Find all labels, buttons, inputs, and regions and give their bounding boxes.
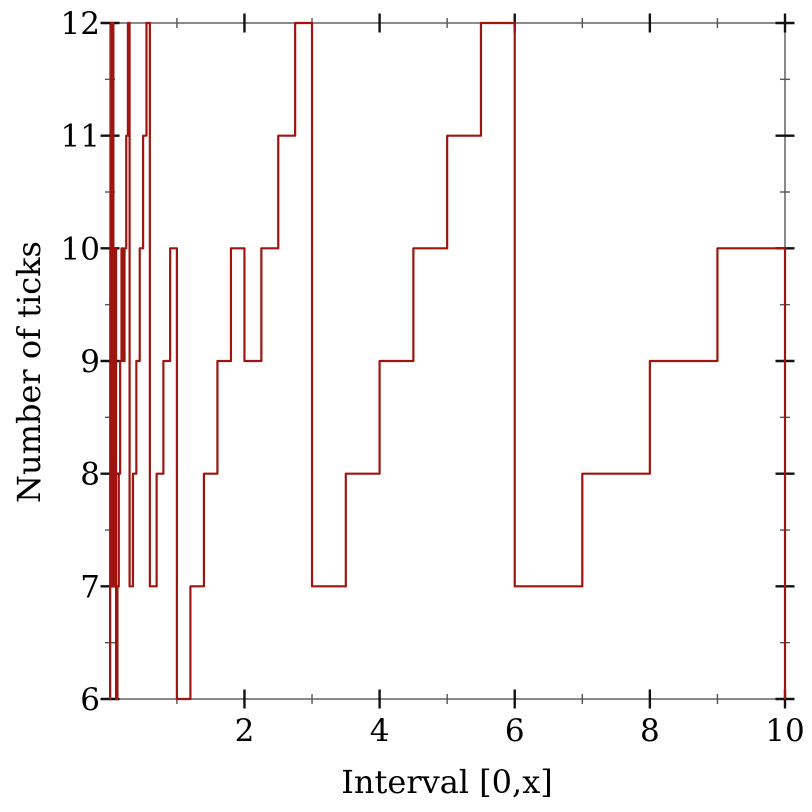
x-tick-label: 4	[370, 713, 390, 749]
x-axis-label: Interval [0,x]	[341, 763, 552, 801]
y-tick-label: 6	[80, 682, 100, 718]
x-tick-label: 10	[765, 713, 804, 749]
x-tick-label: 2	[235, 713, 255, 749]
y-tick-label: 11	[61, 119, 100, 155]
y-tick-label: 9	[80, 344, 100, 380]
y-axis-label: Number of ticks	[10, 241, 48, 503]
chart-layer: 2 4 6 8 10 6 7 8 9 10 11 12	[61, 6, 805, 749]
x-tick-label: 6	[505, 713, 525, 749]
y-tick-label: 7	[80, 569, 100, 605]
step-line	[109, 21, 787, 701]
x-tick-label: 8	[640, 713, 660, 749]
y-tick-label: 12	[61, 6, 100, 42]
y-tick-label: 8	[80, 457, 100, 493]
y-tick-label: 10	[61, 231, 100, 267]
